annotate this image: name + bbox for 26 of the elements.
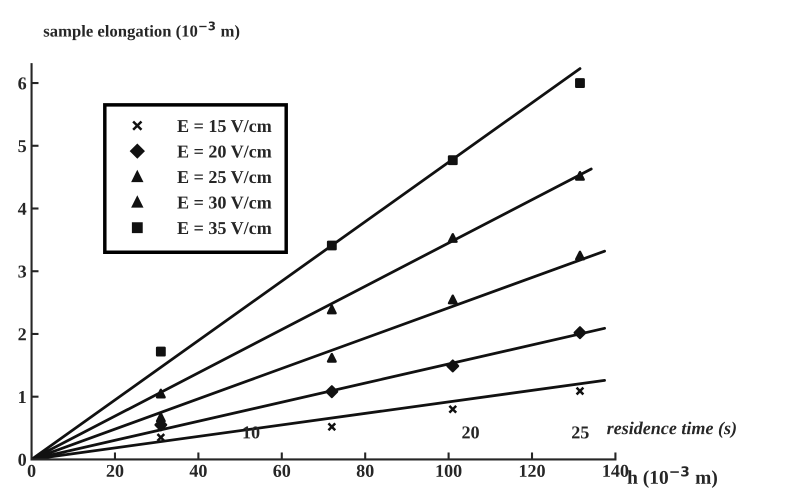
legend-label: E = 20 V/cm bbox=[177, 145, 272, 158]
x-tick-label: 140 bbox=[603, 464, 628, 477]
legend-label: E = 25 V/cm bbox=[177, 171, 272, 184]
y-tick-label: 3 bbox=[18, 266, 26, 278]
x2-tick-label: 20 bbox=[462, 426, 479, 439]
y-tick-label: 0 bbox=[18, 454, 26, 466]
x2-tick-label: 10 bbox=[243, 426, 260, 439]
y-tick-label: 2 bbox=[18, 328, 26, 340]
x-tick-label: 80 bbox=[356, 464, 374, 477]
y-tick-label: 1 bbox=[19, 391, 26, 403]
legend-label: E = 35 V/cm bbox=[177, 222, 272, 234]
x-axis-title: h (10$^{−3}$ m) bbox=[628, 466, 717, 488]
y-tick-label: 4 bbox=[18, 202, 26, 215]
y-tick-label: 6 bbox=[18, 77, 26, 90]
x-tick-label: 60 bbox=[273, 464, 290, 477]
legend-label: E = 15 V/cm bbox=[177, 120, 272, 132]
x2-tick-label: 25 bbox=[572, 426, 589, 439]
x2-axis-title: residence time (s) bbox=[607, 422, 736, 438]
y-tick-label: 5 bbox=[18, 140, 26, 152]
y-axis-title: sample elongation (10$^{−3}$ m) bbox=[44, 22, 240, 40]
x-tick-label: 0 bbox=[28, 464, 36, 477]
legend-label: E = 30 V/cm bbox=[177, 196, 272, 209]
x-tick-label: 100 bbox=[436, 464, 462, 477]
x-tick-label: 20 bbox=[106, 464, 124, 477]
x-tick-label: 120 bbox=[520, 464, 545, 477]
x-tick-label: 40 bbox=[190, 464, 207, 477]
